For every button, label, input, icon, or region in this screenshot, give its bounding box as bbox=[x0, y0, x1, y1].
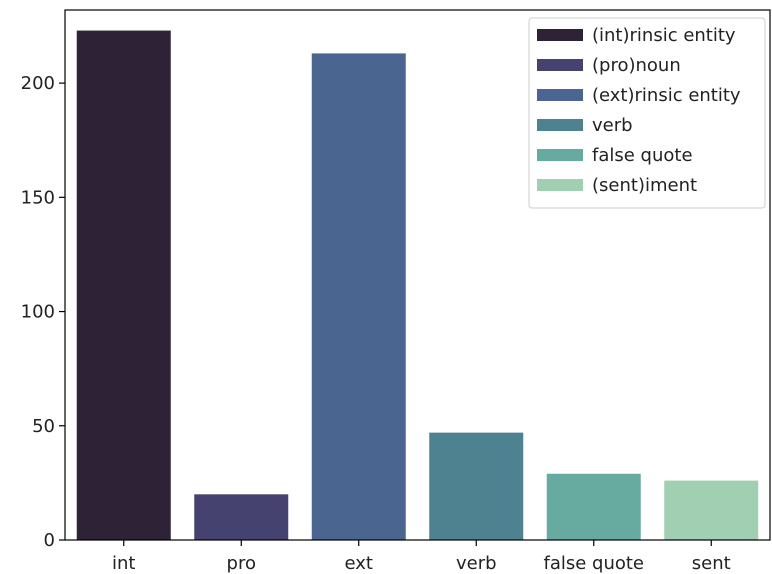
y-tick-label: 200 bbox=[21, 73, 55, 94]
legend-swatch bbox=[537, 119, 583, 131]
legend-entry: (ext)rinsic entity bbox=[592, 85, 741, 106]
y-tick-label: 150 bbox=[21, 187, 55, 208]
bar-int bbox=[77, 31, 171, 540]
legend-swatch bbox=[537, 179, 583, 191]
bar-pro bbox=[194, 494, 288, 540]
legend-swatch bbox=[537, 149, 583, 161]
legend-entry: verb bbox=[592, 115, 633, 136]
y-tick-label: 50 bbox=[32, 416, 55, 437]
x-tick-label: false quote bbox=[543, 553, 644, 574]
x-tick-label: ext bbox=[345, 553, 373, 574]
bar-false-quote bbox=[547, 474, 641, 540]
y-tick-label: 0 bbox=[44, 530, 55, 551]
legend-entry: (pro)noun bbox=[592, 55, 681, 76]
legend: (int)rinsic entity (pro)noun (ext)rinsic e… bbox=[529, 18, 765, 208]
x-tick-label: int bbox=[112, 553, 135, 574]
bar-verb bbox=[429, 433, 523, 540]
legend-swatch bbox=[537, 89, 583, 101]
x-tick-label: pro bbox=[227, 553, 256, 574]
legend-swatch bbox=[537, 59, 583, 71]
bar-sent bbox=[664, 481, 758, 540]
x-tick-label: verb bbox=[456, 553, 497, 574]
legend-entry: (int)rinsic entity bbox=[592, 25, 736, 46]
bar-ext bbox=[312, 53, 406, 540]
legend-entry: false quote bbox=[592, 145, 693, 166]
legend-swatch bbox=[537, 29, 583, 41]
legend-entry: (sent)iment bbox=[592, 175, 697, 196]
x-tick-label: sent bbox=[692, 553, 731, 574]
y-tick-label: 100 bbox=[21, 302, 55, 323]
